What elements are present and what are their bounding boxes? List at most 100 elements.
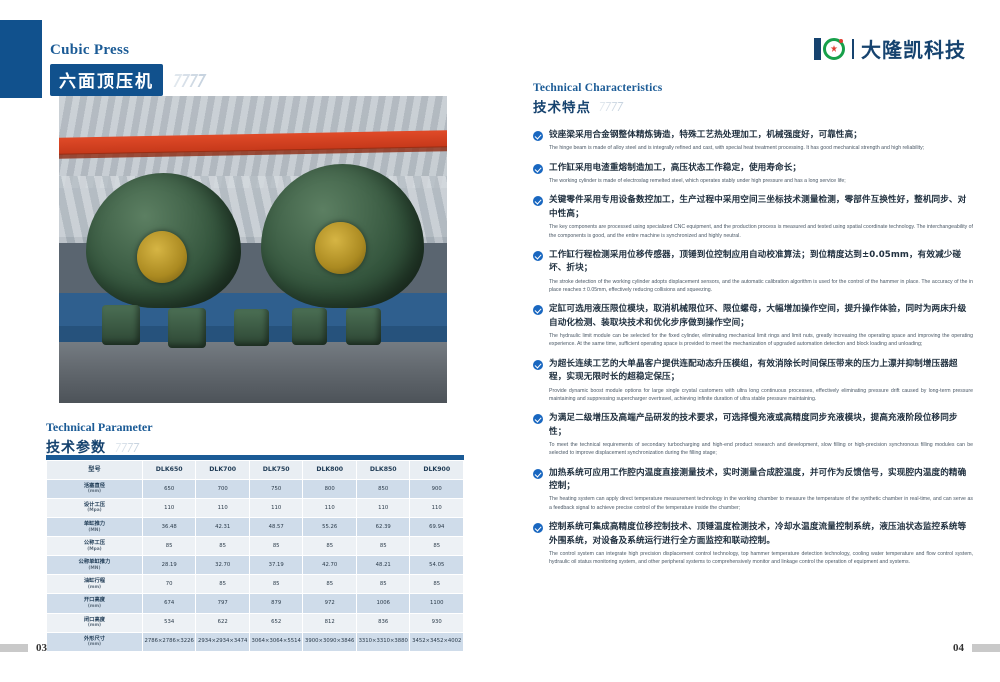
check-circle-icon bbox=[533, 250, 543, 261]
table-row: 油缸行程 (mm) 70 85 85 85 85 85 bbox=[46, 574, 464, 595]
dalongkai-logo-icon bbox=[814, 37, 845, 60]
characteristic-text-en: To meet the technical requirements of se… bbox=[549, 441, 973, 457]
characteristic-text-en: The heating system can apply direct temp… bbox=[549, 496, 973, 511]
table-cell: 879 bbox=[248, 593, 304, 614]
characteristic-text-cn: 关键零件采用专用设备数控加工，生产过程中采用空间三坐标技术测量检测，零部件互换性… bbox=[549, 195, 967, 219]
left-section-header: Cubic Press 六面顶压机 bbox=[50, 42, 207, 96]
characteristic-item: 为超长连续工艺的大单晶客户提供连配动态升压模组，有效消除长时间保压带来的压力上漂… bbox=[533, 358, 973, 403]
characteristic-text: 为超长连续工艺的大单晶客户提供连配动态升压模组，有效消除长时间保压带来的压力上漂… bbox=[549, 358, 973, 403]
technical-characteristics-title-cn: 技术特点 bbox=[533, 100, 591, 116]
table-cell: 62.39 bbox=[355, 516, 411, 538]
table-cell: 37.19 bbox=[248, 555, 304, 576]
technical-characteristics-section: Technical Characteristics 技术特点 铰座梁采用合金钢整… bbox=[533, 82, 973, 576]
technical-characteristics-header: Technical Characteristics 技术特点 bbox=[533, 82, 973, 116]
table-cell: 110 bbox=[248, 497, 304, 518]
characteristic-text-cn: 为超长连续工艺的大单晶客户提供连配动态升压模组，有效消除长时间保压带来的压力上漂… bbox=[549, 358, 958, 383]
technical-parameter-table: 型号 DLK650 DLK700 DLK750 DLK800 DLK850 DLK900 活… bbox=[46, 460, 464, 652]
page-footer-right: 04 bbox=[880, 622, 1000, 682]
table-cell: 42.31 bbox=[195, 516, 250, 538]
table-col-header-0: 型号 bbox=[46, 460, 143, 480]
table-row-label: 设计工压 (Mpa) bbox=[46, 497, 143, 518]
table-cell: 3310×3310×3880 bbox=[355, 631, 411, 652]
table-cell: 55.26 bbox=[302, 516, 357, 538]
company-logo: 大隆凯科技 bbox=[814, 34, 966, 63]
characteristic-text-cn: 铰座梁采用合金钢整体精炼铸造，特殊工艺热处理加工，机械强度好，可靠性高； bbox=[549, 130, 862, 140]
characteristic-item: 工作缸行程检测采用位移传感器，顶锤到位控制应用自动校准算法；到位精度达到±0.0… bbox=[533, 249, 973, 294]
page-number-left: 03 bbox=[36, 642, 47, 654]
table-cell: 700 bbox=[195, 478, 250, 499]
characteristic-item: 关键零件采用专用设备数控加工，生产过程中采用空间三坐标技术测量检测，零部件互换性… bbox=[533, 194, 973, 239]
characteristic-text-en: The control system can integrate high pr… bbox=[549, 550, 973, 566]
characteristic-text-cn: 定缸可选用液压限位模块，取消机械限位环、限位螺母，大幅增加操作空间，提升操作体验… bbox=[549, 304, 967, 328]
table-col-header-3: DLK750 bbox=[248, 460, 304, 480]
characteristic-text-en: The working cylinder is made of electros… bbox=[549, 178, 846, 185]
table-cell: 42.70 bbox=[302, 555, 357, 576]
check-circle-icon bbox=[533, 305, 543, 316]
cubic-press-photo bbox=[59, 96, 447, 403]
chevron-decoration-icon bbox=[595, 101, 624, 111]
table-cell: 652 bbox=[248, 612, 304, 633]
technical-parameter-table-wrap: 型号 DLK650 DLK700 DLK750 DLK800 DLK850 DLK900 活… bbox=[46, 455, 464, 652]
table-cell: 85 bbox=[195, 536, 250, 557]
characteristic-item: 铰座梁采用合金钢整体精炼铸造，特殊工艺热处理加工，机械强度好，可靠性高； The … bbox=[533, 129, 973, 153]
table-cell: 85 bbox=[248, 574, 304, 595]
characteristic-item: 定缸可选用液压限位模块，取消机械限位环、限位螺母，大幅增加操作空间，提升操作体验… bbox=[533, 303, 973, 348]
table-cell: 110 bbox=[195, 497, 250, 518]
table-col-header-5: DLK850 bbox=[355, 460, 411, 480]
technical-parameter-header: Technical Parameter 技术参数 bbox=[46, 420, 153, 457]
characteristic-text-cn: 加热系统可应用工作腔内温度直接测量技术，实时测量合成腔温度，并可作为反馈信号，实… bbox=[549, 467, 967, 492]
table-row-label: 外形尺寸 (mm) bbox=[46, 631, 143, 652]
table-cell: 3900×3090×3846 bbox=[302, 631, 357, 652]
table-header-row: 型号 DLK650 DLK700 DLK750 DLK800 DLK850 DLK900 bbox=[46, 460, 464, 480]
table-row: 闭口高度 (mm) 534 622 652 812 836 930 bbox=[46, 612, 464, 633]
table-cell: 797 bbox=[195, 593, 250, 614]
table-cell: 2786×2786×3226 bbox=[141, 631, 197, 652]
check-circle-icon bbox=[533, 414, 543, 425]
characteristic-text-cn: 工作缸行程检测采用位移传感器，顶锤到位控制应用自动校准算法；到位精度达到±0.0… bbox=[549, 249, 962, 274]
chevron-decoration-icon bbox=[168, 73, 207, 87]
table-cell: 54.05 bbox=[409, 555, 464, 576]
characteristic-text: 定缸可选用液压限位模块，取消机械限位环、限位螺母，大幅增加操作空间，提升操作体验… bbox=[549, 303, 973, 348]
characteristic-text: 加热系统可应用工作腔内温度直接测量技术，实时测量合成腔温度，并可作为反馈信号，实… bbox=[549, 467, 973, 512]
characteristic-text-cn: 控制系统可集成高精度位移控制技术、顶锤温度检测技术，冷却水温度流量控制系统，液压… bbox=[549, 522, 967, 546]
characteristic-text-cn: 为满足二级增压及高端产品研发的技术要求，可选择慢充液或高精度同步充液模块，提高充… bbox=[549, 413, 958, 437]
characteristic-text-en: The hinge beam is made of alloy steel an… bbox=[549, 145, 925, 152]
table-cell: 930 bbox=[409, 612, 464, 633]
table-cell: 70 bbox=[141, 574, 197, 595]
table-cell: 48.21 bbox=[355, 555, 411, 576]
table-row: 单缸推力 (MN) 36.48 42.31 48.57 55.26 62.39 69.94 bbox=[46, 516, 464, 538]
table-cell: 110 bbox=[141, 497, 197, 518]
table-cell: 812 bbox=[302, 612, 357, 633]
characteristic-text-en: The stroke detection of the working cyli… bbox=[549, 278, 973, 293]
characteristic-item: 加热系统可应用工作腔内温度直接测量技术，实时测量合成腔温度，并可作为反馈信号，实… bbox=[533, 467, 973, 512]
characteristic-text: 工作缸采用电渣重熔制造加工，高压状态工作稳定，使用寿命长； The working… bbox=[549, 162, 973, 186]
company-name-cn: 大隆凯科技 bbox=[861, 38, 966, 62]
technical-parameter-title-cn: 技术参数 bbox=[46, 440, 106, 456]
characteristic-text-cn: 工作缸采用电渣重熔制造加工，高压状态工作稳定，使用寿命长； bbox=[549, 162, 802, 173]
table-cell: 972 bbox=[302, 593, 357, 614]
table-cell: 800 bbox=[302, 478, 357, 499]
table-top-bar bbox=[46, 455, 464, 460]
characteristic-text-en: The key components are processed using s… bbox=[549, 224, 973, 239]
table-cell: 3064×3064×5514 bbox=[248, 631, 304, 652]
characteristic-text: 工作缸行程检测采用位移传感器，顶锤到位控制应用自动校准算法；到位精度达到±0.0… bbox=[549, 249, 973, 294]
table-row: 设计工压 (Mpa) 110 110 110 110 110 110 bbox=[46, 497, 464, 518]
table-cell: 48.57 bbox=[248, 516, 304, 538]
table-cell: 750 bbox=[248, 478, 304, 499]
characteristic-item: 工作缸采用电渣重熔制造加工，高压状态工作稳定，使用寿命长； The working… bbox=[533, 162, 973, 186]
table-cell: 85 bbox=[195, 574, 250, 595]
characteristic-item: 为满足二级增压及高端产品研发的技术要求，可选择慢充液或高精度同步充液模块，提高充… bbox=[533, 412, 973, 457]
table-row: 开口高度 (mm) 674 797 879 972 1006 1100 bbox=[46, 593, 464, 614]
table-row-label: 公称工压 (Mpa) bbox=[46, 536, 143, 557]
table-cell: 650 bbox=[141, 478, 197, 499]
table-cell: 85 bbox=[302, 536, 357, 557]
table-row-label: 油缸行程 (mm) bbox=[46, 574, 143, 595]
table-col-header-1: DLK650 bbox=[141, 460, 197, 480]
characteristic-text: 控制系统可集成高精度位移控制技术、顶锤温度检测技术，冷却水温度流量控制系统，液压… bbox=[549, 521, 973, 566]
check-circle-icon bbox=[533, 131, 543, 141]
characteristic-text: 为满足二级增压及高端产品研发的技术要求，可选择慢充液或高精度同步充液模块，提高充… bbox=[549, 412, 973, 457]
table-cell: 622 bbox=[195, 612, 250, 633]
table-cell: 534 bbox=[141, 612, 197, 633]
table-cell: 85 bbox=[141, 536, 197, 557]
check-circle-icon bbox=[533, 359, 543, 370]
